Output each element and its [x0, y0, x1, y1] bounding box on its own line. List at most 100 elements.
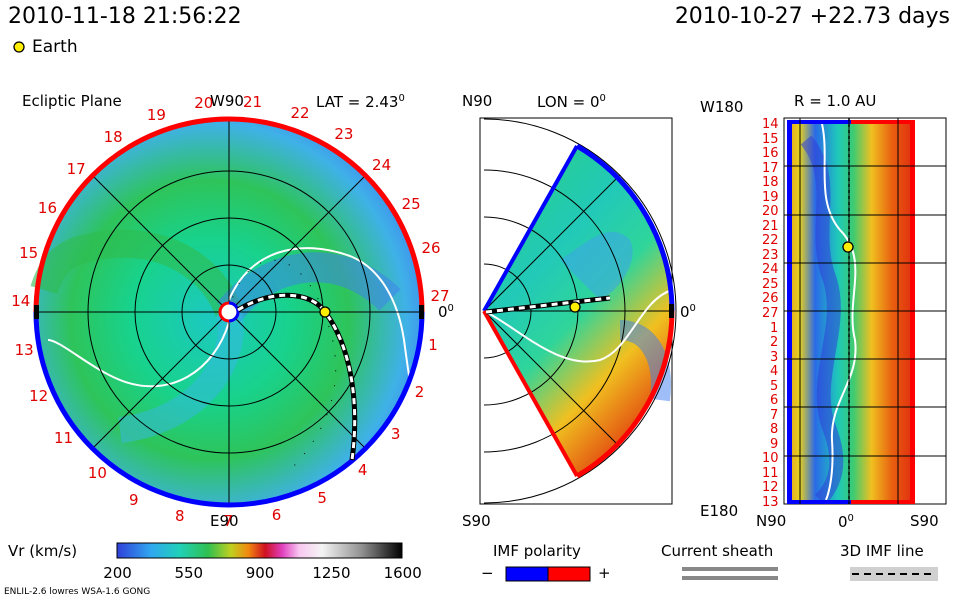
ecliptic-top-label: W90	[210, 92, 244, 110]
radial-y-tick: 2	[770, 335, 779, 351]
colorbar-tick: 200	[103, 564, 132, 582]
radial-y-tick: 13	[762, 495, 779, 510]
radial-y-tick: 17	[762, 160, 779, 176]
imf-polarity-legend	[505, 566, 591, 582]
ecliptic-day-label: 22	[290, 103, 310, 122]
ecliptic-day-label: 27	[430, 287, 450, 306]
radial-y-tick: 9	[770, 436, 779, 452]
meridional-current-sheet	[487, 289, 673, 363]
ecliptic-day-label: 1	[428, 336, 438, 355]
radial-y-tick: 14	[762, 117, 779, 132]
ecliptic-day-label: 9	[128, 490, 139, 509]
meridional-earth-marker	[569, 301, 581, 313]
radial-y-tick: 19	[762, 189, 779, 205]
ecliptic-day-label: 2	[414, 382, 425, 401]
current-sheath-title: Current sheath	[661, 542, 774, 560]
ecliptic-day-label: 24	[372, 156, 392, 175]
radial-y-tick: 4	[770, 364, 779, 380]
model-info: ENLIL-2.6 lowres WSA-1.6 GONG	[4, 587, 151, 597]
imf-line-title: 3D IMF line	[840, 542, 924, 560]
ecliptic-lat-label: LAT = 2.430	[316, 93, 405, 111]
radial-y-tick: 21	[762, 218, 779, 234]
radial-y-tick: 22	[762, 233, 779, 249]
radial-plot	[783, 117, 947, 505]
imf-negative-swatch	[505, 566, 549, 582]
radial-x-tick-s90: S90	[910, 512, 939, 530]
imf-line-legend	[850, 567, 938, 581]
radial-title: R = 1.0 AU	[794, 92, 877, 110]
radial-y-tick: 12	[762, 480, 779, 496]
radial-y-tick: 3	[770, 349, 779, 365]
radial-y-tick: 1	[770, 320, 779, 336]
radial-x-tick-0: 00	[838, 513, 854, 531]
ecliptic-day-label: 19	[146, 105, 166, 124]
ecliptic-day-label: 17	[66, 159, 86, 178]
datetime-label: 2010-11-18 21:56:22	[8, 4, 242, 29]
radial-y-tick: 8	[770, 422, 779, 438]
radial-current-sheet	[821, 123, 857, 501]
colorbar-tick: 900	[245, 564, 275, 582]
current-sheath-legend	[682, 567, 778, 580]
imf-plus-label: +	[598, 564, 611, 582]
ecliptic-day-label: 5	[317, 488, 327, 507]
ecliptic-title: Ecliptic Plane	[22, 92, 122, 110]
colorbar-label: Vr (km/s)	[8, 542, 78, 560]
ecliptic-plane-plot	[30, 116, 425, 508]
meridional-top-label: N90	[462, 92, 493, 110]
radial-y-tick: 26	[762, 291, 779, 307]
radial-y-tick: 24	[762, 262, 779, 278]
ecliptic-day-label: 20	[194, 93, 214, 112]
ecliptic-day-label: 18	[103, 127, 123, 146]
meridional-right-label: 00	[680, 303, 696, 321]
ecliptic-day-label: 8	[174, 506, 185, 525]
ecliptic-day-label: 15	[19, 244, 39, 263]
imf-minus-label: −	[481, 564, 494, 582]
ecliptic-day-label: 25	[401, 194, 421, 213]
colorbar-tick: 1600	[383, 564, 422, 582]
ecliptic-day-label: 12	[29, 387, 49, 406]
ecliptic-current-sheet	[228, 247, 415, 406]
colorbar-tick: 550	[174, 564, 204, 582]
radial-top-left-label: W180	[700, 98, 744, 116]
meridional-bottom-label: S90	[462, 512, 491, 530]
radial-y-tick: 7	[770, 407, 779, 423]
radial-y-tick: 10	[762, 451, 779, 467]
ecliptic-day-label: 11	[54, 429, 74, 448]
imf-positive-swatch	[547, 566, 591, 582]
meridional-lon-label: LON = 00	[537, 93, 606, 111]
ecliptic-day-label: 3	[390, 425, 401, 444]
earth-legend-label: Earth	[32, 37, 78, 57]
ecliptic-right-label: 00	[438, 303, 454, 321]
radial-y-tick: 6	[770, 393, 779, 409]
meridional-plane-plot	[479, 117, 677, 505]
radial-y-tick: 16	[762, 146, 779, 162]
radial-y-tick: 27	[762, 306, 779, 321]
colorbar	[116, 542, 403, 559]
ecliptic-day-label: 23	[334, 125, 354, 144]
run-info-label: 2010-10-27 +22.73 days	[674, 4, 950, 29]
ecliptic-day-label: 16	[37, 199, 58, 218]
ecliptic-day-label: 21	[242, 93, 263, 112]
ecliptic-day-label: 4	[357, 461, 368, 480]
ecliptic-day-label: 10	[87, 464, 107, 483]
ecliptic-earth-marker	[319, 306, 331, 318]
radial-y-tick: 20	[762, 204, 779, 220]
radial-x-tick-n90: N90	[756, 512, 787, 530]
colorbar-tick: 1250	[312, 564, 351, 582]
ecliptic-day-label: 6	[271, 505, 282, 524]
radial-y-tick: 15	[762, 131, 779, 147]
radial-earth-marker	[842, 241, 854, 253]
imf-polarity-title: IMF polarity	[493, 542, 581, 560]
radial-y-tick: 25	[762, 276, 779, 292]
ecliptic-day-label: 14	[11, 292, 31, 311]
ecliptic-day-label: 13	[14, 340, 34, 359]
ecliptic-day-label: 26	[421, 239, 441, 258]
radial-y-tick: 18	[762, 175, 779, 191]
ecliptic-day-label: 7	[223, 511, 233, 530]
radial-bottom-left-label: E180	[700, 502, 739, 520]
radial-y-tick: 5	[770, 378, 779, 394]
radial-y-tick: 11	[762, 465, 779, 481]
radial-y-tick: 23	[762, 247, 779, 263]
ecliptic-bottom-label: E90	[210, 512, 239, 530]
